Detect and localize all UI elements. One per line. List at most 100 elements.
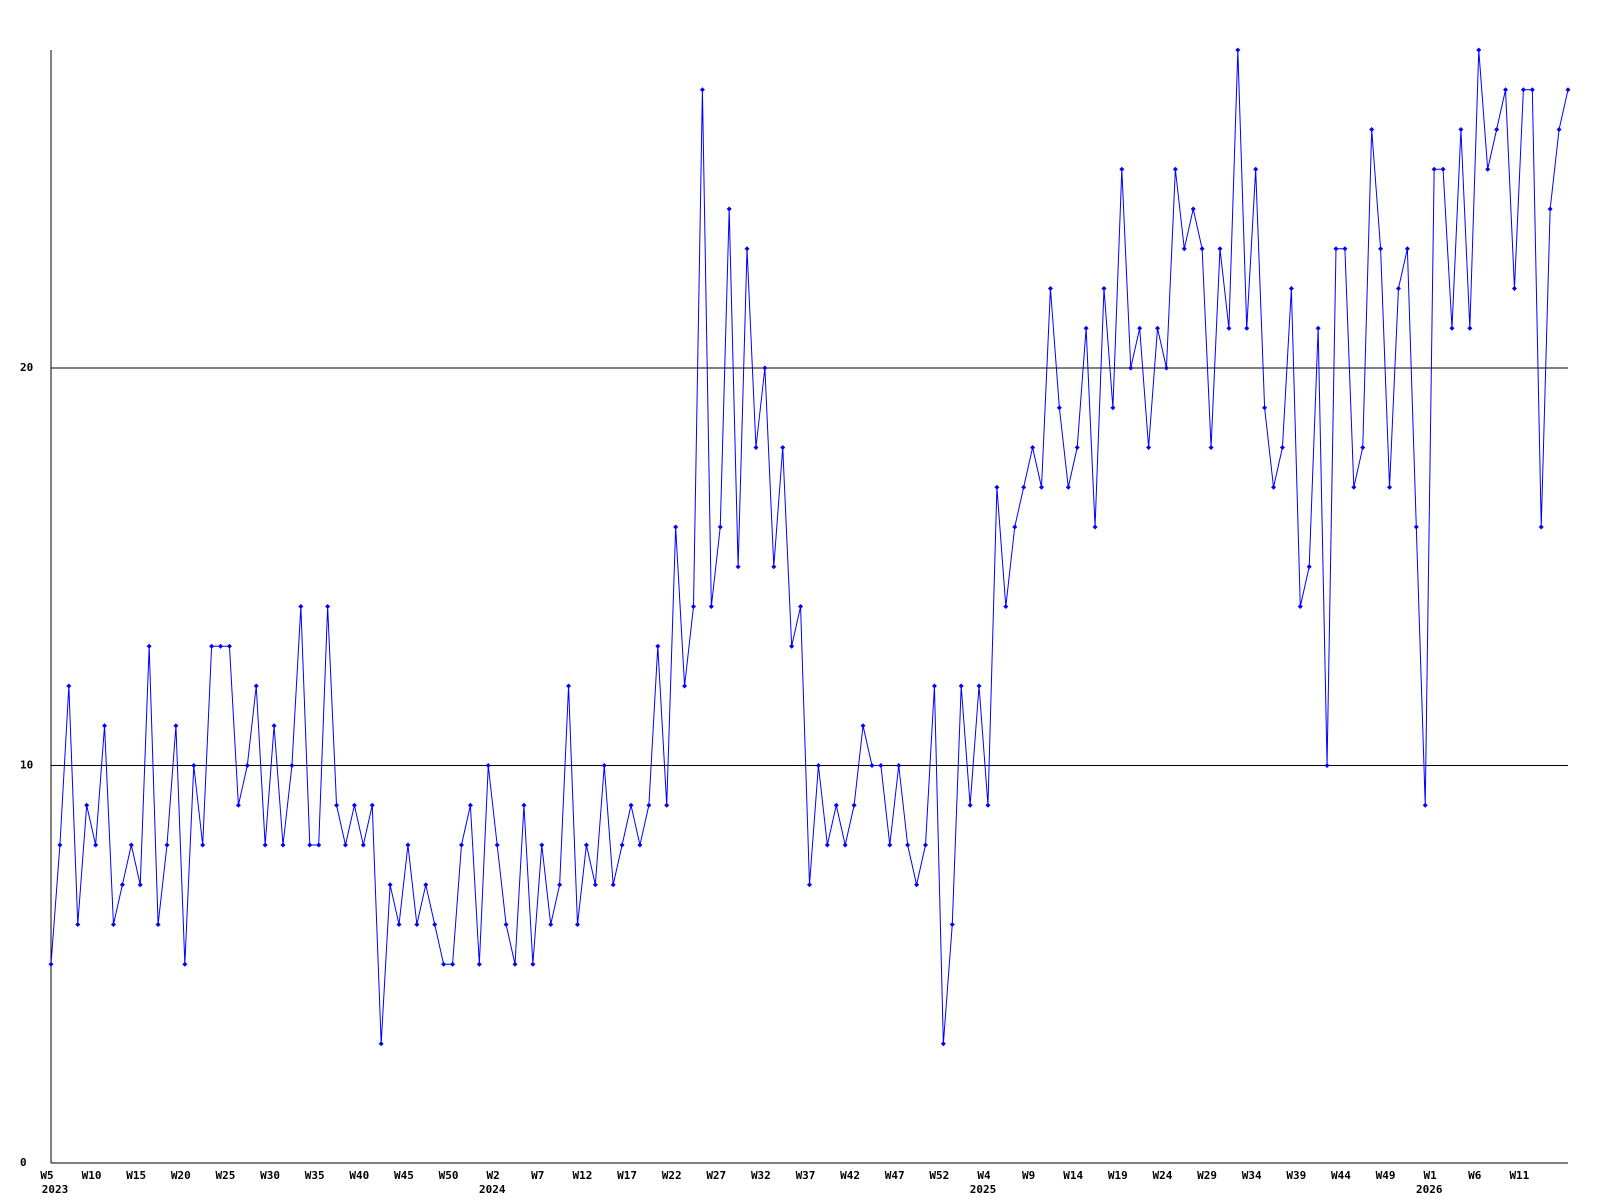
data-point xyxy=(1208,445,1214,450)
data-point xyxy=(450,961,456,967)
data-point xyxy=(1217,246,1223,252)
data-point xyxy=(1440,166,1446,172)
data-point xyxy=(110,922,116,927)
data-point xyxy=(557,882,563,888)
x-tick-label: W35 xyxy=(305,1169,325,1182)
data-point xyxy=(1315,325,1321,331)
data-point xyxy=(93,842,99,848)
data-point xyxy=(191,763,197,768)
data-point xyxy=(1047,286,1053,291)
data-point xyxy=(1404,246,1410,252)
data-point xyxy=(1012,524,1018,530)
data-point xyxy=(860,723,866,729)
data-point xyxy=(548,922,554,927)
x-tick-label: W6 xyxy=(1468,1169,1482,1182)
data-point xyxy=(1279,445,1285,450)
x-tick-label: W2 xyxy=(487,1169,500,1182)
data-point xyxy=(619,842,625,848)
data-point xyxy=(164,842,170,848)
y-tick-label: 20 xyxy=(20,361,33,374)
data-point xyxy=(298,604,304,609)
data-point xyxy=(530,961,536,967)
data-point xyxy=(824,842,830,848)
x-tick-label: W22 xyxy=(662,1169,682,1182)
data-point xyxy=(1092,524,1098,530)
data-point xyxy=(378,1041,384,1047)
data-point xyxy=(851,802,857,808)
x-tick-label: W7 xyxy=(531,1169,544,1182)
data-point xyxy=(1119,166,1125,172)
data-point xyxy=(646,802,652,808)
data-point xyxy=(1262,405,1268,411)
x-tick-label: W14 xyxy=(1063,1169,1083,1182)
data-point xyxy=(673,524,679,530)
data-point xyxy=(574,922,580,927)
data-point xyxy=(1253,166,1259,172)
data-point xyxy=(137,882,143,888)
data-point xyxy=(869,763,875,768)
data-point xyxy=(1503,87,1509,93)
data-point xyxy=(307,842,313,848)
data-point xyxy=(75,922,81,927)
data-point xyxy=(235,802,241,808)
data-point xyxy=(342,842,348,848)
data-point xyxy=(1226,325,1232,331)
data-point xyxy=(432,922,438,927)
data-point xyxy=(1360,445,1366,450)
data-point xyxy=(271,723,277,729)
data-point xyxy=(1181,246,1187,252)
data-point xyxy=(1190,206,1196,212)
data-point xyxy=(1529,87,1535,93)
data-point xyxy=(1065,484,1071,490)
data-point xyxy=(1021,484,1027,490)
year-label: 2026 xyxy=(1416,1183,1443,1196)
x-tick-label: W27 xyxy=(706,1169,726,1182)
data-point xyxy=(985,802,991,808)
data-point xyxy=(842,842,848,848)
data-point xyxy=(789,643,795,649)
data-point xyxy=(1172,166,1178,172)
x-tick-label: W34 xyxy=(1242,1169,1262,1182)
data-point xyxy=(771,564,777,570)
x-tick-label: W39 xyxy=(1286,1169,1306,1182)
data-point xyxy=(815,763,821,768)
x-tick-label: W49 xyxy=(1376,1169,1396,1182)
data-point xyxy=(1235,47,1241,53)
x-tick-label: W5 xyxy=(40,1169,53,1182)
data-point xyxy=(1306,564,1312,570)
x-tick-label: W10 xyxy=(82,1169,102,1182)
x-tick-label: W12 xyxy=(572,1169,592,1182)
x-tick-label: W1 xyxy=(1424,1169,1438,1182)
data-point xyxy=(155,922,161,927)
data-point xyxy=(994,484,1000,490)
data-point xyxy=(485,763,491,768)
x-tick-label: W17 xyxy=(617,1169,637,1182)
data-point xyxy=(226,643,232,649)
data-point xyxy=(708,604,714,609)
data-point xyxy=(949,922,955,927)
data-point xyxy=(1244,325,1250,331)
data-point xyxy=(253,683,259,689)
data-point xyxy=(1163,365,1169,371)
data-point xyxy=(476,961,482,967)
data-point xyxy=(592,882,598,888)
y-tick-label: 10 xyxy=(20,759,33,772)
data-point xyxy=(262,842,268,848)
series-line xyxy=(50,49,1569,1044)
data-point xyxy=(958,683,964,689)
data-point xyxy=(566,683,572,689)
data-point xyxy=(289,763,295,768)
x-tick-label: W19 xyxy=(1108,1169,1128,1182)
data-point xyxy=(699,87,705,93)
data-point xyxy=(1074,445,1080,450)
data-point xyxy=(1422,802,1428,808)
data-point xyxy=(414,922,420,927)
data-point xyxy=(1458,127,1464,132)
data-point xyxy=(1110,405,1116,411)
data-point xyxy=(209,643,215,649)
data-point xyxy=(173,723,179,729)
data-point xyxy=(655,643,661,649)
data-point xyxy=(1547,206,1553,212)
data-point xyxy=(1378,246,1384,252)
